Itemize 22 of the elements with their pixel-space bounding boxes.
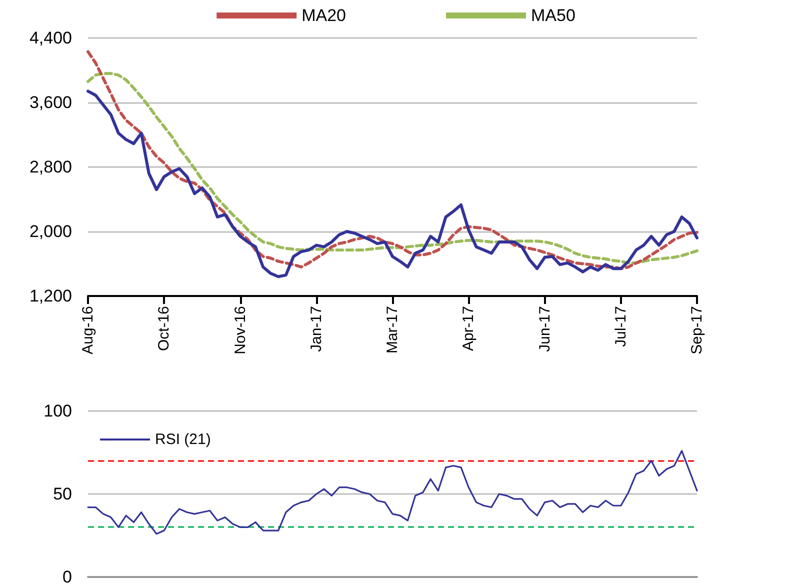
- line-series: [87, 450, 698, 535]
- y-tick-label: 100: [44, 402, 72, 420]
- x-tick-label: Aug-16: [80, 306, 96, 354]
- x-tick-label: Jun-17: [536, 306, 554, 352]
- y-tick-label: 0: [62, 568, 72, 586]
- y-tick-label: 1,200: [29, 286, 72, 306]
- y-tick-label: 2,800: [29, 158, 72, 176]
- x-tick-label: Jan-17: [308, 306, 325, 352]
- legend-label: RSI (21): [155, 431, 211, 448]
- x-tick-label: Nov-16: [232, 306, 249, 354]
- y-tick-label: 2,000: [29, 222, 72, 241]
- line-series: [86, 90, 698, 278]
- x-tick-label: Oct-16: [156, 306, 173, 352]
- y-tick-label: 4,400: [29, 28, 72, 48]
- x-tick-label: Jul-17: [612, 306, 630, 347]
- x-tick-label: Apr-17: [460, 306, 478, 352]
- y-tick-label: 3,600: [29, 93, 72, 112]
- x-tick-label: Sep-17: [688, 306, 706, 354]
- legend-label: MA20: [302, 6, 346, 25]
- x-tick-label: Mar-17: [384, 306, 401, 354]
- legend-label: MA50: [531, 6, 576, 25]
- y-tick-label: 50: [53, 484, 72, 504]
